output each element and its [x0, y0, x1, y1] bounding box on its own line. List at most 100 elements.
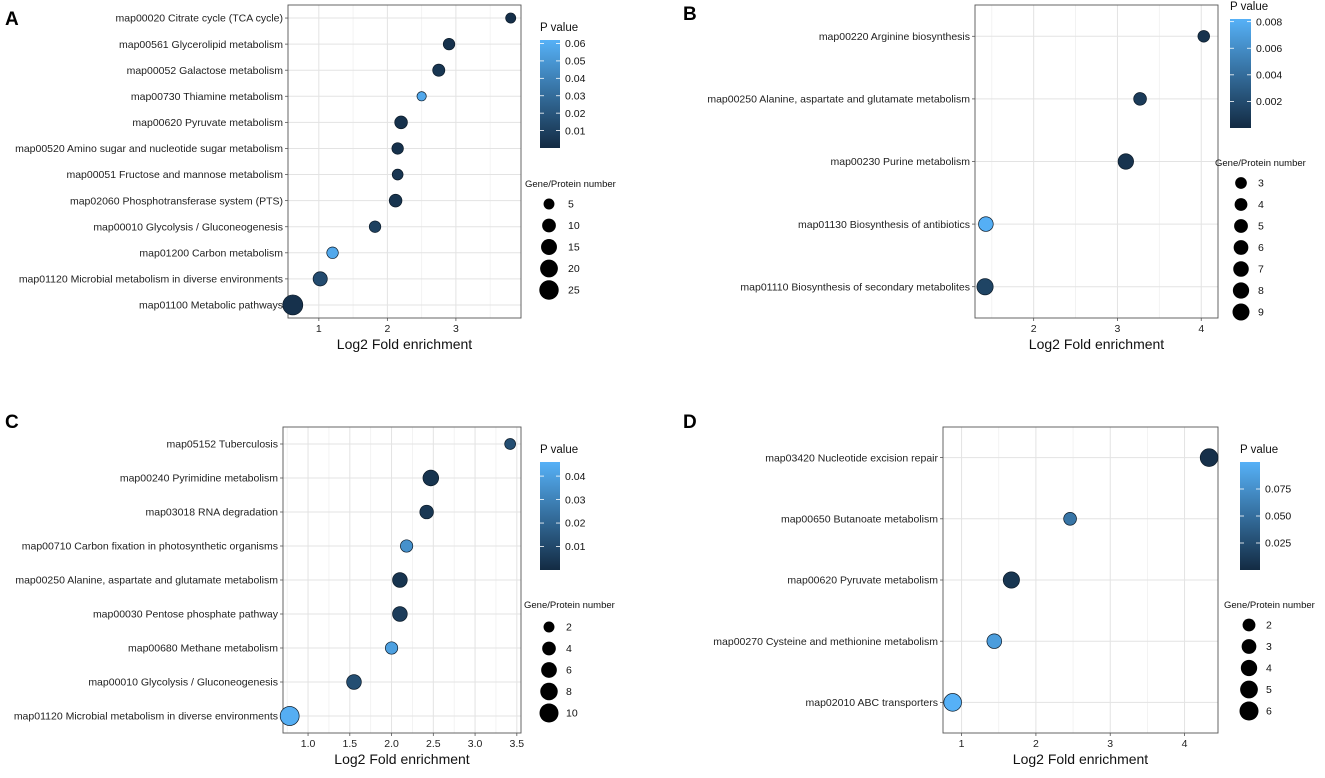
- size-legend-label: 6: [566, 665, 572, 677]
- size-legend-label: 5: [1266, 684, 1272, 696]
- size-legend-dot: [539, 703, 559, 723]
- data-point: [392, 606, 408, 622]
- size-legend-dot: [1242, 618, 1256, 632]
- x-tick-label: 4: [1198, 323, 1204, 335]
- size-legend-label: 5: [1258, 221, 1264, 233]
- colorbar-tick-label: 0.04: [565, 73, 586, 85]
- panel-letter: B: [683, 4, 697, 25]
- pvalue-legend-title: P value: [1240, 444, 1278, 456]
- data-point: [986, 633, 1002, 649]
- x-tick-label: 1.0: [301, 738, 316, 750]
- size-legend-dot: [543, 198, 555, 210]
- x-tick-label: 1: [959, 738, 965, 750]
- data-point: [504, 438, 516, 450]
- category-label: map01110 Biosynthesis of secondary metab…: [740, 281, 970, 293]
- category-label: map00730 Thiamine metabolism: [131, 91, 283, 103]
- x-axis-label: Log2 Fold enrichment: [334, 751, 470, 767]
- size-legend-dot: [540, 259, 558, 278]
- category-label: map00240 Pyrimidine metabolism: [120, 473, 278, 485]
- data-point: [1199, 448, 1219, 467]
- size-legend-label: 6: [1258, 242, 1264, 254]
- colorbar-tick-label: 0.006: [1256, 43, 1282, 55]
- x-axis-label: Log2 Fold enrichment: [1029, 336, 1165, 352]
- size-legend-label: 25: [568, 285, 580, 297]
- size-legend-label: 6: [1266, 706, 1272, 718]
- category-label: map00620 Pyruvate metabolism: [787, 575, 938, 587]
- category-label: map00220 Arginine biosynthesis: [819, 31, 970, 43]
- colorbar-tick-label: 0.025: [1265, 538, 1291, 550]
- category-label: map00230 Purine metabolism: [831, 156, 971, 168]
- x-axis-label: Log2 Fold enrichment: [337, 336, 473, 352]
- panel-letter: D: [683, 412, 697, 433]
- category-label: map01120 Microbial metabolism in diverse…: [19, 274, 283, 286]
- colorbar-tick-label: 0.05: [565, 56, 586, 68]
- size-legend-dot: [540, 682, 558, 701]
- size-legend-label: 9: [1258, 307, 1264, 319]
- size-legend-label: 8: [1258, 285, 1264, 297]
- pvalue-legend-title: P value: [540, 22, 578, 34]
- colorbar-tick-label: 0.002: [1256, 96, 1282, 108]
- category-label: map01100 Metabolic pathways: [139, 300, 283, 312]
- size-legend-dot: [542, 218, 556, 233]
- data-point: [422, 469, 440, 487]
- category-label: map00520 Amino sugar and nucleotide suga…: [15, 143, 283, 155]
- data-point: [279, 706, 300, 726]
- colorbar-tick-label: 0.04: [565, 471, 586, 483]
- colorbar-tick-label: 0.075: [1265, 484, 1291, 496]
- size-legend-dot: [543, 621, 555, 633]
- x-tick-label: 2: [1031, 323, 1037, 335]
- size-legend-title: Gene/Protein number: [524, 600, 615, 611]
- x-axis-label: Log2 Fold enrichment: [1013, 751, 1149, 767]
- x-tick-label: 3: [1115, 323, 1121, 335]
- size-legend-dot: [542, 641, 556, 656]
- size-legend-dot: [1241, 639, 1257, 654]
- size-legend-dot: [1240, 659, 1258, 677]
- pvalue-colorbar: [1230, 19, 1251, 128]
- data-point: [388, 193, 403, 208]
- pvalue-colorbar: [1240, 462, 1260, 570]
- size-legend-label: 4: [1266, 663, 1272, 675]
- category-label: map01200 Carbon metabolism: [139, 247, 283, 259]
- category-label: map00680 Methane metabolism: [128, 643, 278, 655]
- x-tick-label: 3: [453, 323, 459, 335]
- size-legend-dot: [1232, 303, 1250, 321]
- pvalue-colorbar: [540, 40, 560, 148]
- category-label: map00250 Alanine, aspartate and glutamat…: [15, 575, 278, 587]
- x-tick-label: 4: [1182, 738, 1188, 750]
- x-tick-label: 2.0: [384, 738, 399, 750]
- size-legend-label: 5: [568, 199, 574, 211]
- size-legend-title: Gene/Protein number: [1224, 600, 1315, 611]
- pvalue-colorbar: [540, 462, 560, 570]
- size-legend-title: Gene/Protein number: [525, 179, 616, 190]
- size-legend-label: 3: [1258, 178, 1264, 190]
- pvalue-legend-title: P value: [1230, 1, 1268, 13]
- category-label: map00250 Alanine, aspartate and glutamat…: [707, 94, 970, 106]
- category-label: map02060 Phosphotransferase system (PTS): [70, 195, 283, 207]
- size-legend-dot: [539, 280, 559, 300]
- data-point: [505, 12, 517, 24]
- data-point: [976, 278, 994, 296]
- category-label: map00650 Butanoate metabolism: [781, 514, 938, 526]
- x-tick-label: 2.5: [426, 738, 441, 750]
- category-label: map00620 Pyruvate metabolism: [132, 117, 283, 129]
- data-point: [368, 220, 382, 233]
- colorbar-tick-label: 0.01: [565, 541, 586, 553]
- size-legend-dot: [1234, 219, 1248, 233]
- size-legend-dot: [1240, 680, 1258, 699]
- colorbar-tick-label: 0.02: [565, 108, 586, 120]
- data-point: [326, 246, 339, 259]
- data-point: [391, 142, 404, 155]
- size-legend-label: 10: [568, 220, 580, 232]
- size-legend-dot: [1239, 701, 1259, 721]
- size-legend-label: 4: [566, 643, 572, 655]
- size-legend-label: 7: [1258, 264, 1264, 276]
- data-point: [392, 572, 408, 588]
- panel-letter: A: [5, 9, 19, 30]
- size-legend-label: 3: [1266, 641, 1272, 653]
- data-point: [1133, 92, 1147, 106]
- category-label: map00270 Cysteine and methionine metabol…: [713, 636, 938, 648]
- category-label: map00561 Glycerolipid metabolism: [119, 39, 283, 51]
- size-legend-dot: [541, 239, 557, 255]
